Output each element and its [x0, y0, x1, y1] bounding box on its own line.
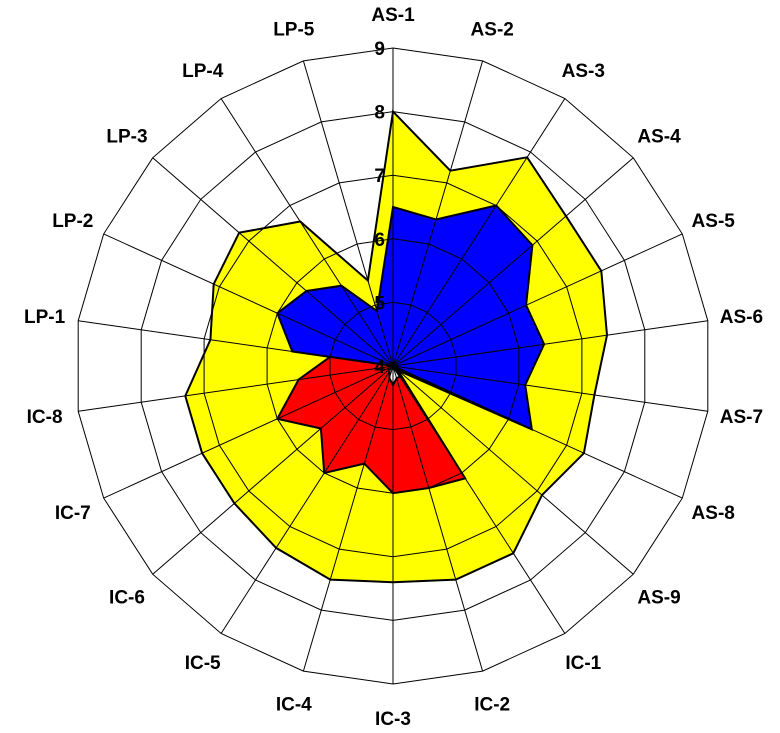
- axis-label-ic-1: IC-1: [565, 653, 601, 674]
- spoke-ic-5: [220, 365, 394, 634]
- spoke-ic-8: [78, 365, 394, 412]
- tick-label-7: 7: [374, 166, 385, 187]
- axis-label-ic-5: IC-5: [185, 653, 221, 674]
- axis-label-as-2: AS-2: [471, 19, 514, 40]
- axis-label-lp-4: LP-4: [182, 61, 224, 82]
- tick-label-5: 5: [374, 293, 385, 314]
- label-layer: 4 5 6 7 8 9 AS-1 AS-2 AS-3 AS-4 AS-5 AS-6 AS-7 AS-8 AS…: [24, 5, 763, 730]
- spoke-as-5: [392, 233, 683, 367]
- axis-label-ic-7: IC-7: [55, 503, 91, 524]
- axis-label-ic-6: IC-6: [109, 588, 145, 609]
- spoke-ic-1: [392, 365, 566, 634]
- grid-layer: [77, 47, 709, 685]
- axis-label-as-5: AS-5: [692, 211, 736, 232]
- spoke-as-2: [392, 60, 484, 367]
- tick-label-8: 8: [374, 103, 385, 124]
- axis-label-as-3: AS-3: [562, 61, 605, 82]
- spoke-lp-2: [103, 233, 394, 367]
- spoke-as-6: [392, 320, 708, 367]
- axis-label-ic-4: IC-4: [276, 695, 312, 716]
- tick-label-9: 9: [374, 39, 385, 60]
- axis-label-ic-2: IC-2: [474, 695, 510, 716]
- axis-label-ic-3: IC-3: [375, 709, 411, 730]
- spoke-ic-7: [103, 365, 394, 499]
- tick-label-4: 4: [374, 357, 385, 378]
- spoke-lp-3: [152, 157, 394, 367]
- spoke-lp-5: [302, 60, 394, 367]
- tick-label-6: 6: [374, 230, 385, 251]
- spoke-as-9: [392, 365, 634, 575]
- spoke-as-8: [392, 365, 683, 499]
- axis-label-lp-1: LP-1: [24, 307, 66, 328]
- axis-label-as-1: AS-1: [371, 5, 415, 26]
- spoke-ic-6: [152, 365, 394, 575]
- axis-label-ic-8: IC-8: [27, 407, 63, 428]
- spoke-ic-2: [392, 365, 484, 672]
- spoke-lp-1: [78, 320, 394, 367]
- spoke-as-3: [392, 98, 566, 367]
- axis-label-lp-5: LP-5: [273, 19, 315, 40]
- spoke-lp-4: [220, 98, 394, 367]
- axis-label-lp-3: LP-3: [106, 127, 147, 148]
- axis-label-as-8: AS-8: [692, 503, 735, 524]
- spoke-as-7: [392, 365, 708, 412]
- axis-label-as-9: AS-9: [637, 588, 680, 609]
- axis-label-lp-2: LP-2: [52, 211, 93, 232]
- series-layer: [184, 109, 609, 584]
- axis-label-as-4: AS-4: [637, 127, 681, 148]
- spoke-ic-4: [302, 365, 394, 672]
- spoke-as-4: [392, 157, 634, 367]
- axis-label-as-7: AS-7: [720, 407, 763, 428]
- axis-label-as-6: AS-6: [720, 307, 763, 328]
